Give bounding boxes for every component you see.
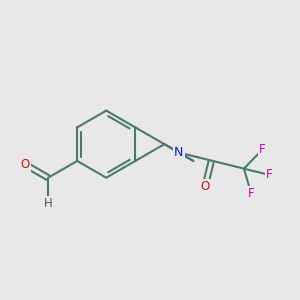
Text: H: H <box>44 197 52 210</box>
Text: F: F <box>248 187 255 200</box>
Text: F: F <box>259 143 266 156</box>
Text: O: O <box>200 179 210 193</box>
Text: F: F <box>266 168 273 182</box>
Text: O: O <box>21 158 30 171</box>
Text: N: N <box>174 146 184 159</box>
